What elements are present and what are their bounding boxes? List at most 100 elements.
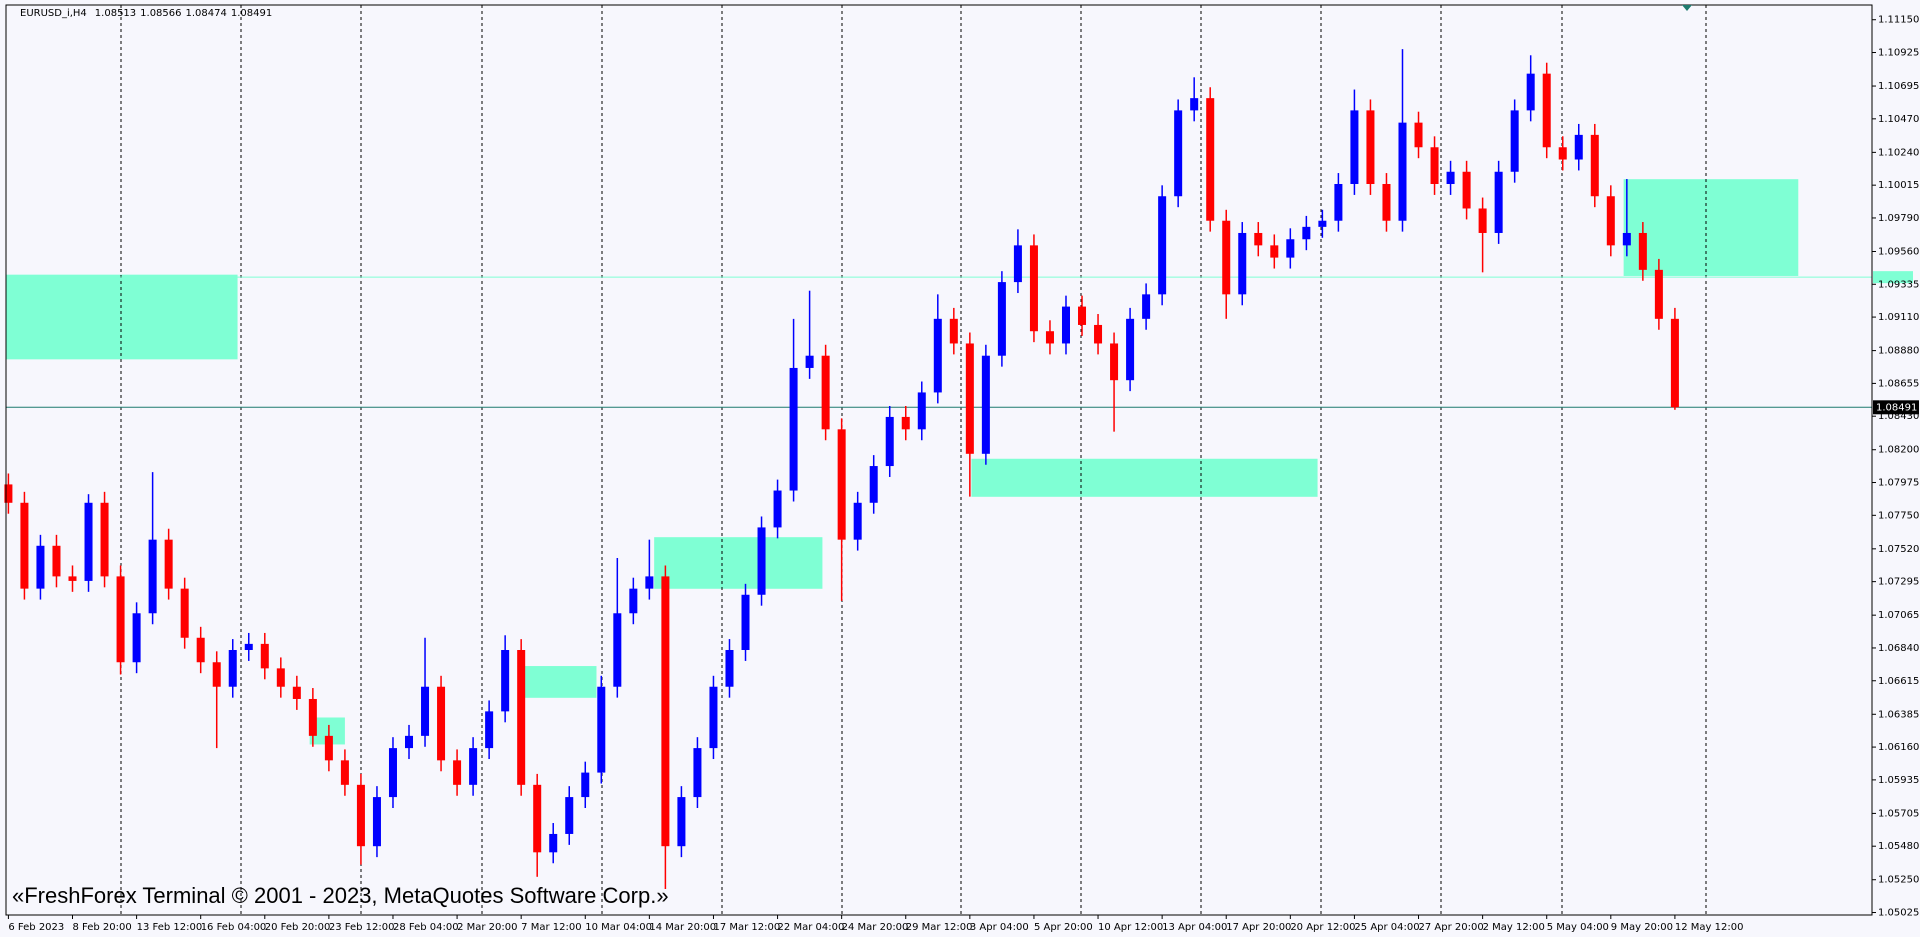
candle-body	[469, 748, 478, 785]
level-tag	[1873, 271, 1913, 284]
candle-body	[132, 613, 141, 663]
candle-body	[260, 643, 269, 669]
symbol: EURUSD_i,H4	[20, 8, 87, 19]
x-tick-label: 10 Mar 04:00	[585, 922, 652, 933]
candle-body	[244, 643, 253, 651]
plot-frame	[5, 4, 1873, 916]
candle-body	[1382, 183, 1391, 221]
x-tick-label: 5 Apr 20:00	[1034, 922, 1093, 933]
y-tick-label: 1.05025	[1878, 908, 1919, 919]
candle-body	[1254, 232, 1263, 246]
y-tick-label: 1.07295	[1878, 577, 1919, 588]
candle-body	[1270, 245, 1279, 258]
watermark: «FreshForex Terminal © 2001 - 2023, Meta…	[12, 883, 669, 908]
zone	[971, 458, 1318, 497]
x-tick-label: 23 Feb 12:00	[329, 922, 395, 933]
candle-body	[693, 748, 702, 798]
header-open: 1.08513	[95, 8, 136, 19]
candle-body	[164, 539, 173, 589]
candle-body	[565, 797, 574, 834]
x-tick-label: 10 Apr 12:00	[1098, 922, 1163, 933]
candle-body	[52, 545, 61, 577]
y-tick-label: 1.06615	[1878, 676, 1919, 687]
candle-body	[1094, 324, 1103, 344]
x-tick-label: 20 Feb 20:00	[265, 922, 331, 933]
candle-body	[421, 686, 430, 736]
candle-body	[485, 711, 494, 749]
candle-body	[20, 502, 29, 589]
x-tick-label: 17 Apr 20:00	[1226, 922, 1291, 933]
candle-body	[885, 416, 894, 467]
current-price-tag	[1873, 400, 1919, 415]
candle-body	[1013, 245, 1022, 283]
candle-body	[1286, 239, 1295, 258]
candle-body	[597, 686, 606, 773]
candle-body	[1110, 343, 1119, 381]
zones	[6, 179, 1799, 745]
candle-body	[116, 576, 125, 663]
y-tick-label: 1.10695	[1878, 81, 1919, 92]
candle-body	[1670, 318, 1679, 408]
candle-body	[228, 650, 237, 687]
candle-body	[100, 502, 109, 577]
candle-body	[1222, 220, 1231, 295]
candle-body	[853, 502, 862, 540]
candle-body	[1590, 134, 1599, 197]
y-tick-label: 1.05480	[1878, 841, 1919, 852]
y-tick-label: 1.09110	[1878, 312, 1919, 323]
candle-body	[1350, 110, 1359, 184]
candle-body	[4, 484, 13, 503]
candle-body	[837, 429, 846, 540]
candle-body	[613, 613, 622, 687]
candle-body	[36, 545, 45, 589]
candle-body	[84, 502, 93, 581]
candle-body	[757, 527, 766, 595]
candle-body	[629, 588, 638, 614]
candle-body	[148, 539, 157, 614]
candle-body	[276, 668, 285, 687]
x-tick-label: 22 Mar 04:00	[778, 922, 845, 933]
axes: 1.11150 1.10925 1.10695 1.10470 1.10240 1.100…	[7, 15, 1919, 933]
y-tick-label: 1.06160	[1878, 742, 1919, 753]
x-tick-label: 17 Mar 12:00	[713, 922, 780, 933]
y-tick-label: 1.08655	[1878, 378, 1919, 389]
zone	[519, 666, 597, 698]
candle-body	[1206, 98, 1215, 221]
candle-body	[1334, 183, 1343, 221]
y-tick-label: 1.10925	[1878, 48, 1919, 59]
shift-marker	[1682, 5, 1692, 11]
candle-body	[404, 735, 414, 749]
candle-body	[1430, 147, 1439, 184]
candle-body	[741, 594, 750, 651]
candle-body	[1302, 226, 1311, 240]
candle-body	[324, 735, 333, 761]
candle-body	[869, 466, 878, 503]
y-tick-label: 1.09335	[1878, 279, 1919, 290]
candle-body	[1045, 331, 1054, 344]
x-tick-label: 16 Feb 04:00	[201, 922, 267, 933]
x-tick-label: 7 Mar 12:00	[521, 922, 581, 933]
candle-body	[1238, 232, 1247, 295]
y-tick-label: 1.07520	[1878, 544, 1919, 555]
x-tick-label: 28 Feb 04:00	[393, 922, 459, 933]
candle-body	[1158, 196, 1167, 295]
candle-body	[1126, 318, 1135, 381]
candle-body	[1638, 232, 1647, 270]
candle-body	[917, 392, 926, 430]
candle-body	[1414, 122, 1423, 148]
y-tick-label: 1.10470	[1878, 114, 1919, 125]
candle-body	[933, 318, 942, 393]
candle-body	[1622, 232, 1631, 246]
y-tick-label: 1.07975	[1878, 478, 1919, 489]
x-tick-label: 3 Apr 04:00	[970, 922, 1029, 933]
candle-body	[645, 576, 654, 589]
candle-body	[180, 588, 189, 638]
y-tick-label: 1.10240	[1878, 147, 1919, 158]
y-tick-label: 1.08430	[1878, 411, 1919, 422]
candle-body	[388, 748, 397, 798]
current-price-label: 1.08491	[1876, 402, 1917, 413]
zone	[1623, 179, 1799, 276]
